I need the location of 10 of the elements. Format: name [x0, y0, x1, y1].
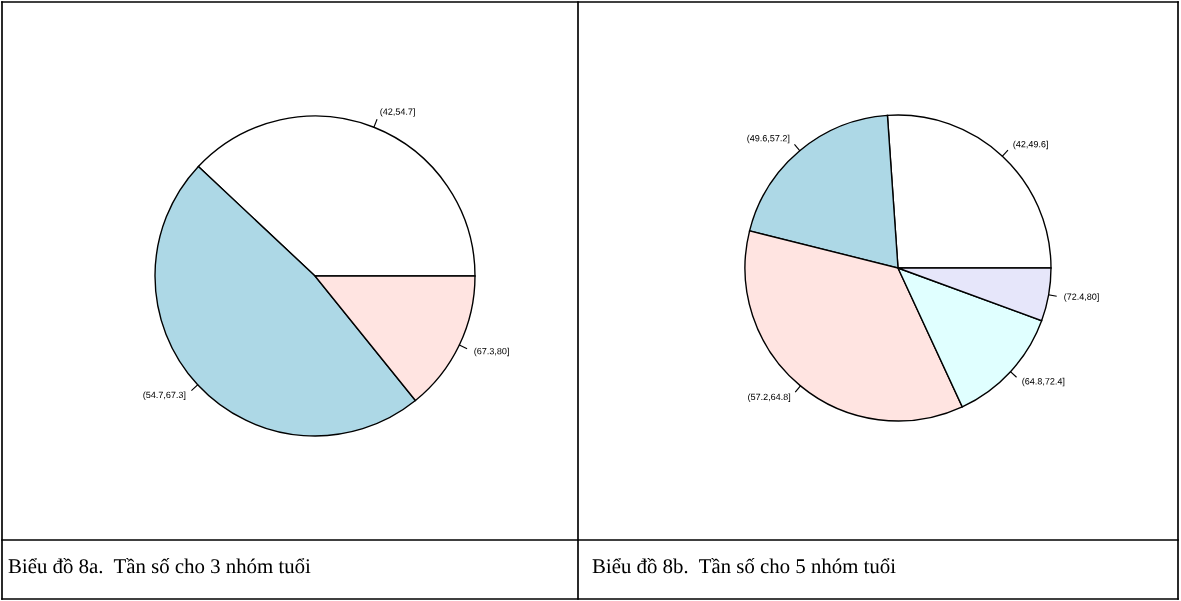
slice-label: (67.3,80]: [474, 347, 509, 357]
slice-label: (64.8,72.4]: [1022, 377, 1065, 387]
slice-label: (42,49.6]: [1013, 140, 1048, 150]
text: Biểu đồ 8a. Tần số cho 3 nhóm tuổi: [8, 557, 311, 574]
slice-label: (49.6,57.2]: [747, 134, 790, 144]
slice-label: (54.7,67.3]: [143, 391, 186, 400]
text: Biểu đồ 8b. Tần số cho 5 nhóm tuổi: [592, 557, 896, 574]
slice-label: (72.4,80]: [1064, 293, 1099, 302]
slice-label: (42,54.7]: [380, 108, 415, 117]
slice-label: (57.2,64.8]: [748, 393, 791, 402]
